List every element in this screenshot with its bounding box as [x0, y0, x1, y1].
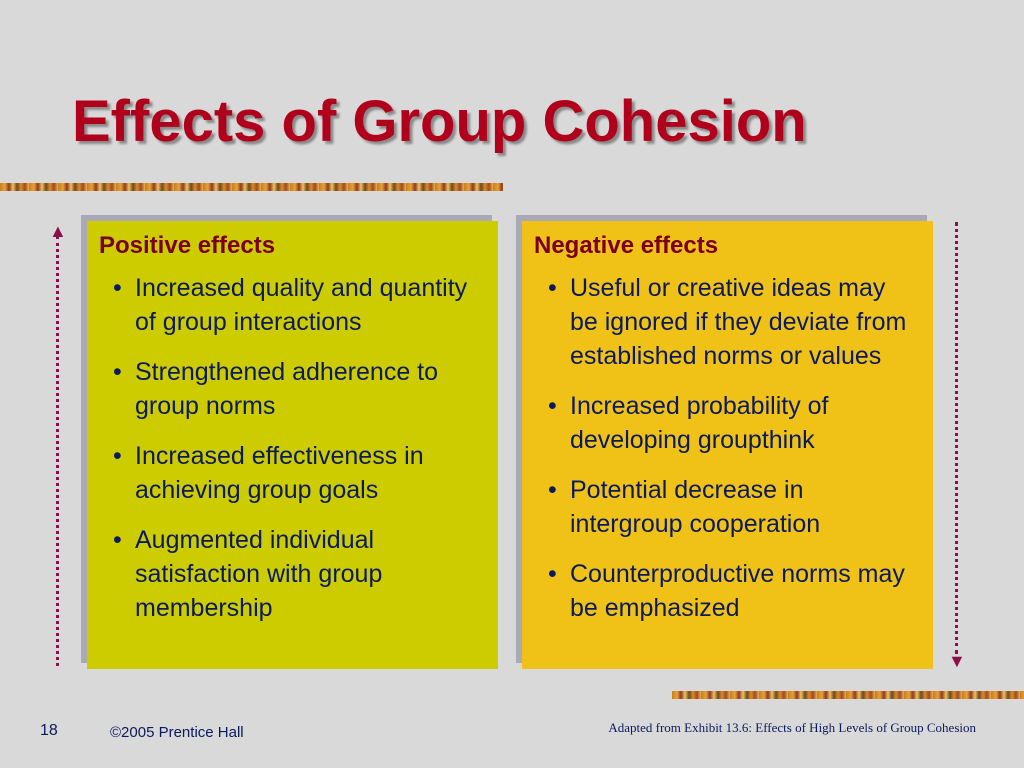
copyright: ©2005 Prentice Hall [110, 724, 244, 741]
list-item: Augmented individual satisfaction with g… [99, 523, 484, 625]
slide-title: Effects of Group Cohesion [72, 89, 807, 154]
list-item: Strengthened adherence to group norms [99, 355, 484, 423]
decorative-band-top [0, 183, 503, 191]
dotted-line-right [955, 222, 958, 654]
list-item: Counterproductive norms may be emphasize… [534, 557, 919, 625]
source-note: Adapted from Exhibit 13.6: Effects of Hi… [608, 720, 976, 735]
negative-list: Useful or creative ideas may be ignored … [534, 271, 919, 625]
list-item: Increased probability of developing grou… [534, 389, 919, 457]
positive-list: Increased quality and quantity of group … [99, 271, 484, 625]
positive-effects-panel: Positive effects Increased quality and q… [87, 221, 498, 669]
slide-number: 18 [40, 722, 58, 739]
list-item: Increased quality and quantity of group … [99, 271, 484, 339]
list-item: Increased effectiveness in achieving gro… [99, 439, 484, 507]
negative-heading: Negative effects [534, 232, 719, 259]
list-item: Potential decrease in intergroup coopera… [534, 473, 919, 541]
dotted-line-left [56, 236, 59, 666]
negative-effects-panel: Negative effects Useful or creative idea… [522, 221, 933, 669]
decorative-band-bottom [672, 691, 1024, 699]
arrow-up-icon: ▲ [49, 221, 67, 241]
positive-heading: Positive effects [99, 232, 276, 259]
list-item: Useful or creative ideas may be ignored … [534, 271, 919, 373]
arrow-down-icon: ▼ [948, 651, 966, 671]
